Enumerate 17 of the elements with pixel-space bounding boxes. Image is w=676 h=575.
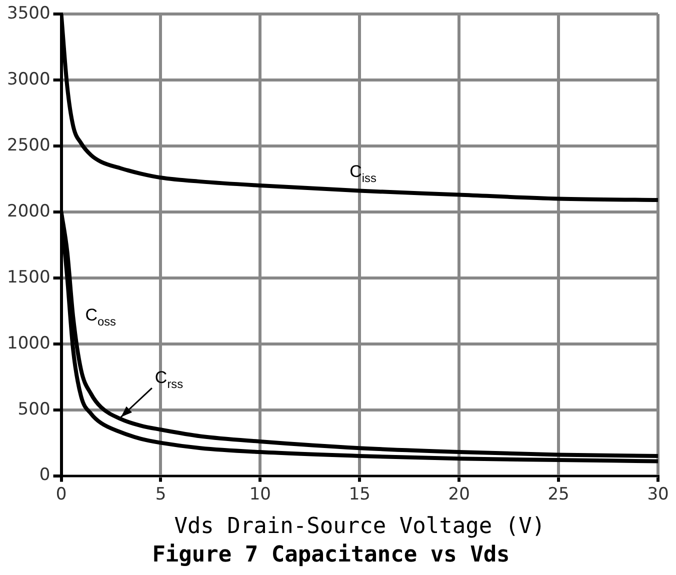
y-tick-label: 2000 xyxy=(7,201,50,222)
x-tick-label: 5 xyxy=(155,484,166,504)
y-tick-label: 2500 xyxy=(7,135,50,156)
x-tick-label: 10 xyxy=(249,484,271,504)
y-tick-label: 0 xyxy=(39,465,50,486)
text: Figure 7 Capacitance vs Vds xyxy=(152,542,510,568)
x-tick-label: 20 xyxy=(448,484,470,504)
x-tick-label: 25 xyxy=(548,484,570,504)
y-tick-label: 3500 xyxy=(7,3,50,24)
x-axis-title: Vds Drain-Source Voltage (V) xyxy=(174,514,546,540)
y-tick-label: 1000 xyxy=(7,333,50,354)
x-tick-label: 0 xyxy=(56,484,67,504)
y-tick-label: 500 xyxy=(18,399,50,420)
y-tick-label: 3000 xyxy=(7,69,50,90)
y-tick-label: 1500 xyxy=(7,267,50,288)
x-tick-label: 15 xyxy=(348,484,370,504)
x-tick-label: 30 xyxy=(647,484,669,504)
